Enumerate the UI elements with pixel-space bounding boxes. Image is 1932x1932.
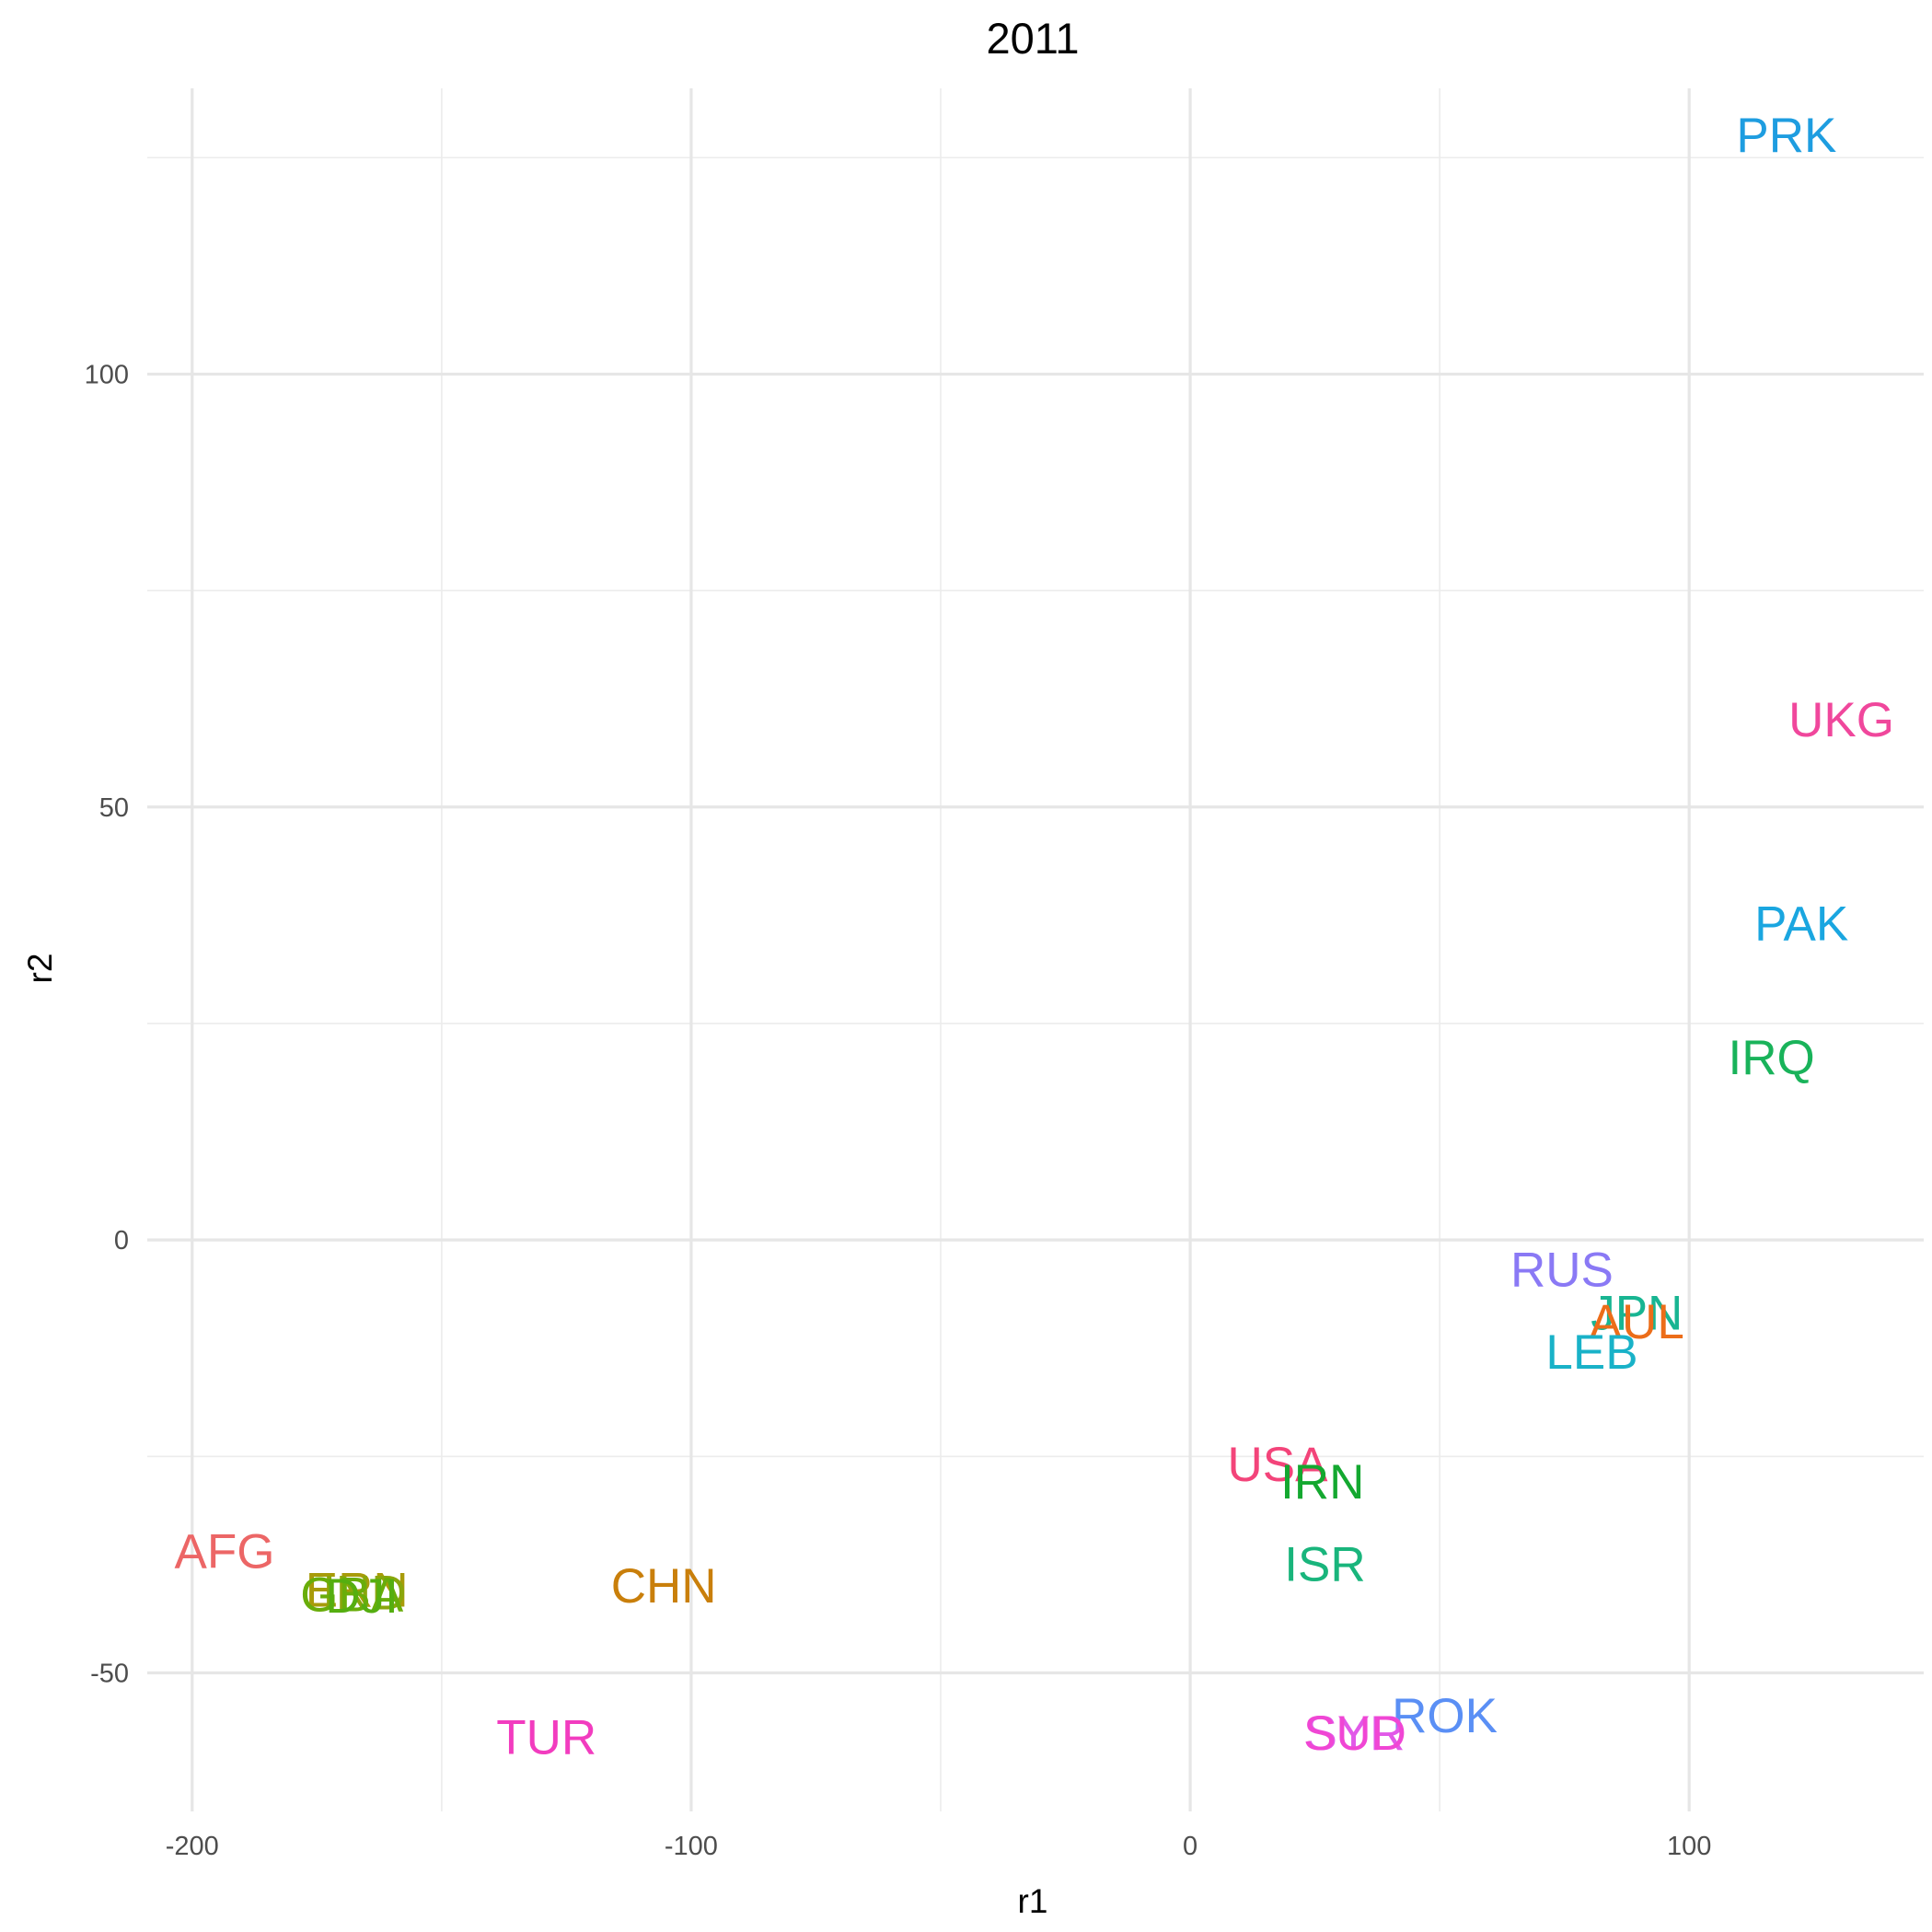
- chart-title: 2011: [986, 14, 1079, 63]
- point-label-afg: AFG: [175, 1524, 275, 1579]
- point-label-gba: GBA: [300, 1568, 404, 1622]
- point-label-dji: DJI: [325, 1569, 399, 1624]
- point-label-irn: IRN: [1280, 1455, 1364, 1510]
- point-label-rus: RUS: [1510, 1244, 1614, 1298]
- point-label-chn: CHN: [611, 1559, 717, 1614]
- point-label-ind: IND: [322, 1566, 406, 1620]
- x-axis-tick-labels: -200 -100 0 100: [166, 1832, 1712, 1861]
- y-axis-tick-labels: -50 0 50 100: [85, 360, 129, 1688]
- x-tick-label: 100: [1667, 1832, 1711, 1861]
- point-label-tur: TUR: [496, 1711, 596, 1765]
- point-label-usa: USA: [1227, 1438, 1328, 1492]
- point-label-pak: PAK: [1754, 897, 1848, 951]
- y-tick-label: 50: [99, 793, 129, 823]
- major-gridlines: [147, 88, 1924, 1811]
- point-label-leb: LEB: [1545, 1325, 1637, 1380]
- x-tick-label: 0: [1183, 1832, 1197, 1861]
- y-tick-label: -50: [90, 1659, 129, 1688]
- x-tick-label: -100: [665, 1832, 718, 1861]
- point-label-syr: SYR: [1304, 1706, 1405, 1761]
- minor-gridlines: [147, 88, 1924, 1811]
- y-axis-title: r2: [21, 954, 59, 984]
- x-tick-label: -200: [166, 1832, 219, 1861]
- point-label-isr: ISR: [1284, 1537, 1365, 1591]
- point-label-ukg: UKG: [1788, 693, 1894, 747]
- point-label-ern: ERN: [306, 1564, 409, 1618]
- point-label-irq: IRQ: [1729, 1031, 1815, 1085]
- x-axis-title: r1: [1018, 1882, 1048, 1920]
- point-label-prk: PRK: [1736, 109, 1836, 163]
- y-tick-label: 100: [85, 360, 129, 389]
- point-label-sud: SUD: [1303, 1706, 1406, 1761]
- point-label-rok: ROK: [1392, 1689, 1498, 1743]
- point-label-jpn: JPN: [1591, 1287, 1683, 1341]
- y-tick-label: 0: [114, 1226, 129, 1255]
- point-label-aul: AUL: [1590, 1295, 1684, 1349]
